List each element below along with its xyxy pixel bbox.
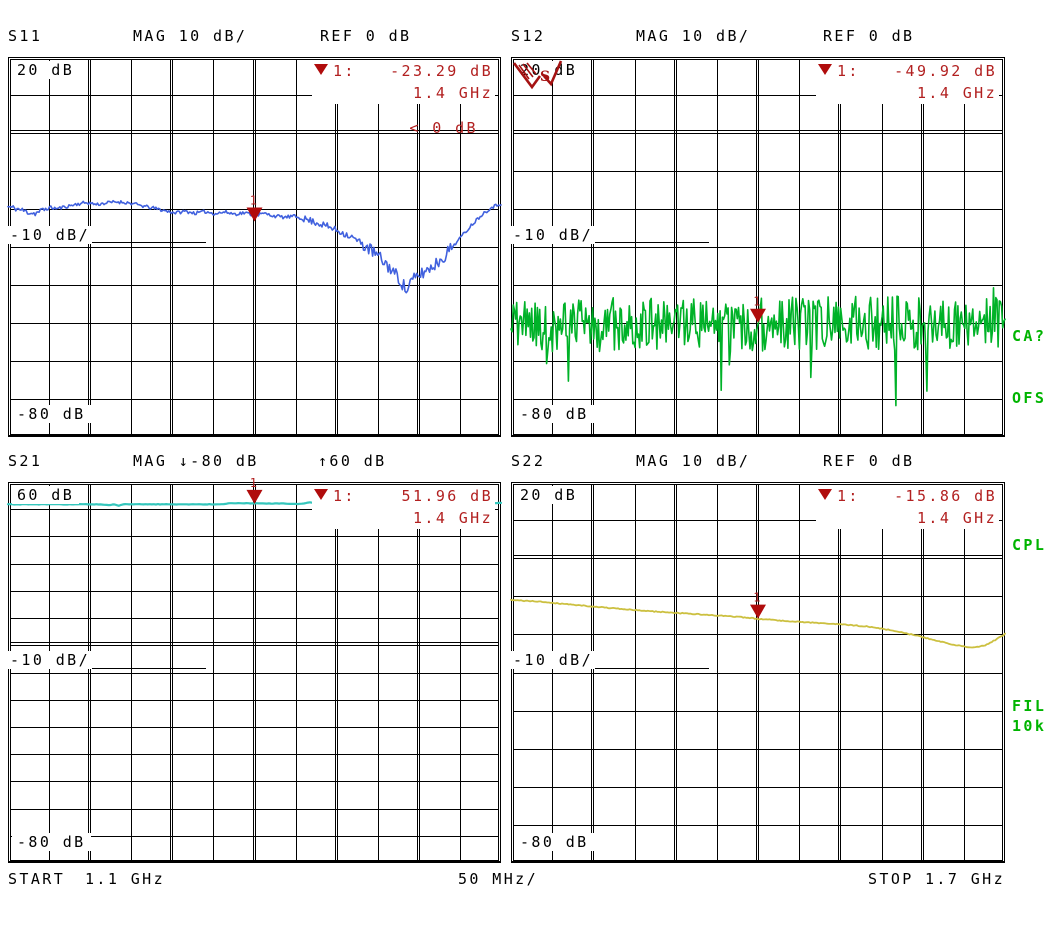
s22-trace-label: S22 bbox=[511, 452, 546, 470]
s22-marker-freq: 1.4 GHz bbox=[916, 509, 997, 527]
s22-per-div-label: -10 dB/ bbox=[511, 651, 596, 669]
s11-graph-panel[interactable]: 1 20 dB -10 dB/ -80 dB 1: -23.29 dB 1.4 … bbox=[7, 57, 502, 437]
s21-marker-freq: 1.4 GHz bbox=[412, 509, 493, 527]
start-freq-value: 1.1 GHz bbox=[85, 870, 166, 888]
stop-freq-value: 1.7 GHz bbox=[925, 870, 1006, 888]
s12-per-div-label: -10 dB/ bbox=[511, 226, 596, 244]
s11-marker-freq: 1.4 GHz bbox=[412, 84, 493, 102]
s22-scale-label: MAG 10 dB/ bbox=[636, 452, 751, 470]
s21-marker-value: 1: 51.96 dB bbox=[332, 487, 493, 505]
s12-marker-value: 1: -49.92 dB bbox=[836, 62, 997, 80]
s22-graph-panel[interactable]: 1 20 dB -10 dB/ -80 dB 1: -15.86 dB 1.4 … bbox=[510, 482, 1006, 863]
s12-plot: 1 bbox=[510, 57, 1006, 437]
stop-freq-label: STOP bbox=[868, 870, 914, 888]
s11-marker-readout: 1: -23.29 dB 1.4 GHz bbox=[311, 60, 495, 104]
s21-bottom-scale-label: -80 dB bbox=[12, 833, 91, 851]
s11-ref-label: REF 0 dB bbox=[320, 27, 412, 45]
span-per-div-label: 50 MHz/ bbox=[458, 870, 539, 888]
svg-text:1: 1 bbox=[250, 194, 260, 208]
s22-plot: 1 bbox=[510, 482, 1006, 863]
s21-graph-panel[interactable]: 1 60 dB -10 dB/ -80 dB 1: 51.96 dB 1.4 G… bbox=[6, 476, 503, 863]
s12-scale-label: MAG 10 dB/ bbox=[636, 27, 751, 45]
s22-bottom-scale-label: -80 dB bbox=[515, 833, 594, 851]
s11-bottom-scale-label: -80 dB bbox=[12, 405, 91, 423]
s11-trace-label: S11 bbox=[8, 27, 43, 45]
s21-plot: 1 bbox=[6, 476, 503, 863]
s22-marker-readout: 1: -15.86 dB 1.4 GHz bbox=[815, 485, 999, 529]
marker-triangle-icon bbox=[817, 64, 832, 75]
svg-text:1: 1 bbox=[753, 295, 763, 309]
s11-ref-line-annotation: < 0 dB bbox=[409, 119, 478, 137]
s21-top-scale-label: 60 dB bbox=[12, 486, 80, 504]
s12-marker-readout: 1: -49.92 dB 1.4 GHz bbox=[815, 60, 999, 104]
s21-trace-label: S21 bbox=[8, 452, 43, 470]
marker-triangle-icon bbox=[313, 64, 328, 75]
marker-triangle-icon bbox=[313, 489, 328, 500]
svg-text:1: 1 bbox=[753, 591, 763, 605]
status-flag-fil: FIL bbox=[1012, 697, 1047, 715]
s11-marker-value: 1: -23.29 dB bbox=[332, 62, 493, 80]
marker-triangle-icon bbox=[817, 489, 832, 500]
s11-scale-label: MAG 10 dB/ bbox=[133, 27, 248, 45]
s21-per-div-label: -10 dB/ bbox=[8, 651, 93, 669]
start-freq-label: START bbox=[8, 870, 66, 888]
status-flag-ca: CA? bbox=[1012, 327, 1047, 345]
s12-bottom-scale-label: -80 dB bbox=[515, 405, 594, 423]
s12-ref-label: REF 0 dB bbox=[823, 27, 915, 45]
s22-marker-value: 1: -15.86 dB bbox=[836, 487, 997, 505]
s21-ref-label: ↑60 dB bbox=[318, 452, 387, 470]
status-flag-cpl: CPL bbox=[1012, 536, 1047, 554]
s22-top-scale-label: 20 dB bbox=[515, 486, 583, 504]
s21-scale-label: MAG ↓-80 dB bbox=[133, 452, 259, 470]
status-flag-ofs: OFS bbox=[1012, 389, 1047, 407]
rohde-schwarz-logo-icon: S bbox=[512, 60, 563, 90]
svg-text:1: 1 bbox=[250, 476, 260, 490]
s11-plot: 1 bbox=[7, 57, 502, 437]
s11-per-div-label: -10 dB/ bbox=[8, 226, 93, 244]
s12-graph-panel[interactable]: 1 20 dB -10 dB/ -80 dB 1: -49.92 dB 1.4 … bbox=[510, 57, 1006, 437]
s11-top-scale-label: 20 dB bbox=[12, 61, 80, 79]
s12-trace-label: S12 bbox=[511, 27, 546, 45]
status-flag-10k: 10k bbox=[1012, 717, 1047, 735]
s22-ref-label: REF 0 dB bbox=[823, 452, 915, 470]
s21-marker-readout: 1: 51.96 dB 1.4 GHz bbox=[311, 485, 495, 529]
s12-marker-freq: 1.4 GHz bbox=[916, 84, 997, 102]
